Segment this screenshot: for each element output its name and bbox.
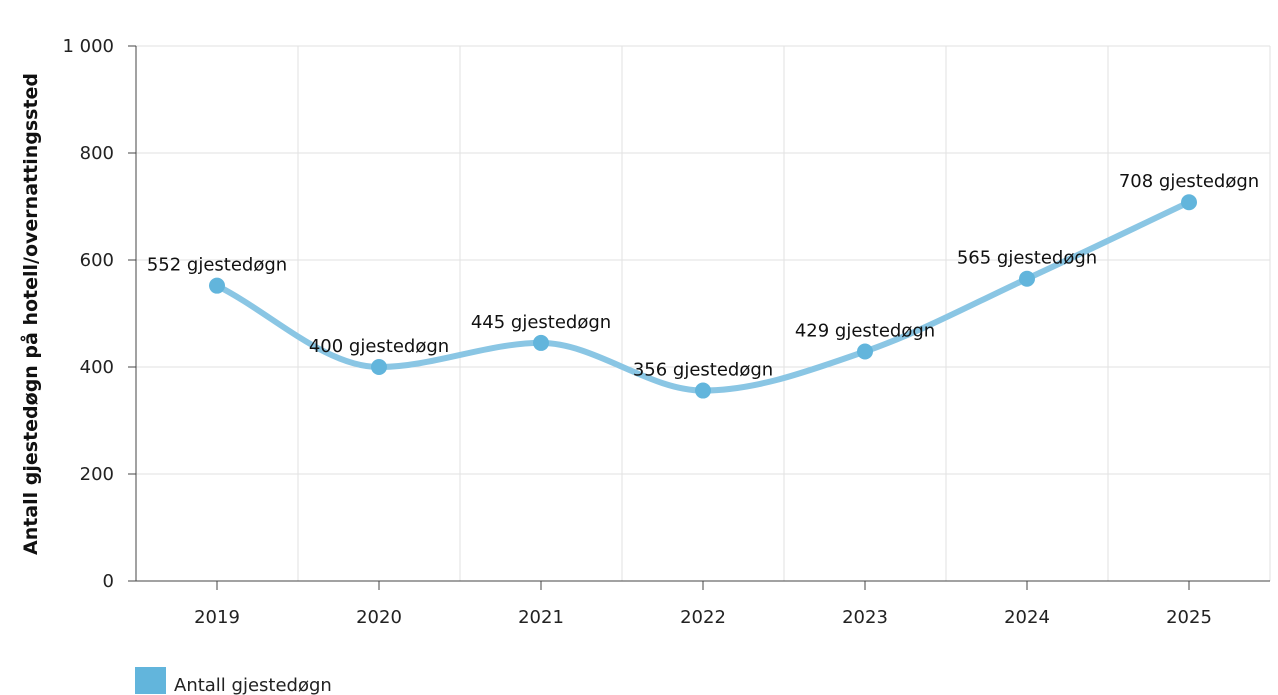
data-labels: 552 gjestedøgn 400 gjestedøgn 445 gjestedø… [147,171,1259,380]
x-tick-label: 2023 [842,607,888,628]
legend-swatch [135,667,166,694]
y-tick-label: 400 [80,357,114,378]
y-tick-labels: 0 200 400 600 800 1 000 [62,36,136,592]
data-label: 356 gjestedøgn [633,360,773,381]
data-point [695,382,711,399]
x-tick-label: 2021 [518,607,564,628]
y-axis-label: Antall gjestedøgn på hotell/overnattings… [18,73,42,555]
grid-lines [135,45,1271,581]
x-tick-label: 2024 [1004,607,1050,628]
y-tick-label: 1 000 [62,36,114,57]
data-label: 445 gjestedøgn [471,312,611,333]
data-point [209,277,225,294]
y-tick-label: 200 [80,464,114,485]
axes [135,46,1270,582]
x-tick-labels: 2019 2020 2021 2022 2023 2024 2025 [194,581,1212,628]
data-label: 708 gjestedøgn [1119,171,1259,192]
data-points [209,194,1197,399]
data-label: 400 gjestedøgn [309,336,449,357]
legend-label: Antall gjestedøgn [174,675,332,695]
data-point [1181,194,1197,211]
data-label: 565 gjestedøgn [957,248,1097,269]
data-label: 429 gjestedøgn [795,320,935,341]
data-point [1019,270,1035,287]
x-tick-label: 2019 [194,607,240,628]
data-label: 552 gjestedøgn [147,255,287,276]
data-point [857,343,873,360]
legend[interactable]: Antall gjestedøgn [135,667,332,695]
data-point [533,334,549,351]
x-tick-label: 2022 [680,607,726,628]
y-tick-label: 800 [80,143,114,164]
x-tick-label: 2025 [1166,607,1212,628]
data-point [371,359,387,375]
y-tick-label: 0 [103,571,114,592]
y-tick-label: 600 [80,250,114,271]
x-tick-label: 2020 [356,607,402,628]
